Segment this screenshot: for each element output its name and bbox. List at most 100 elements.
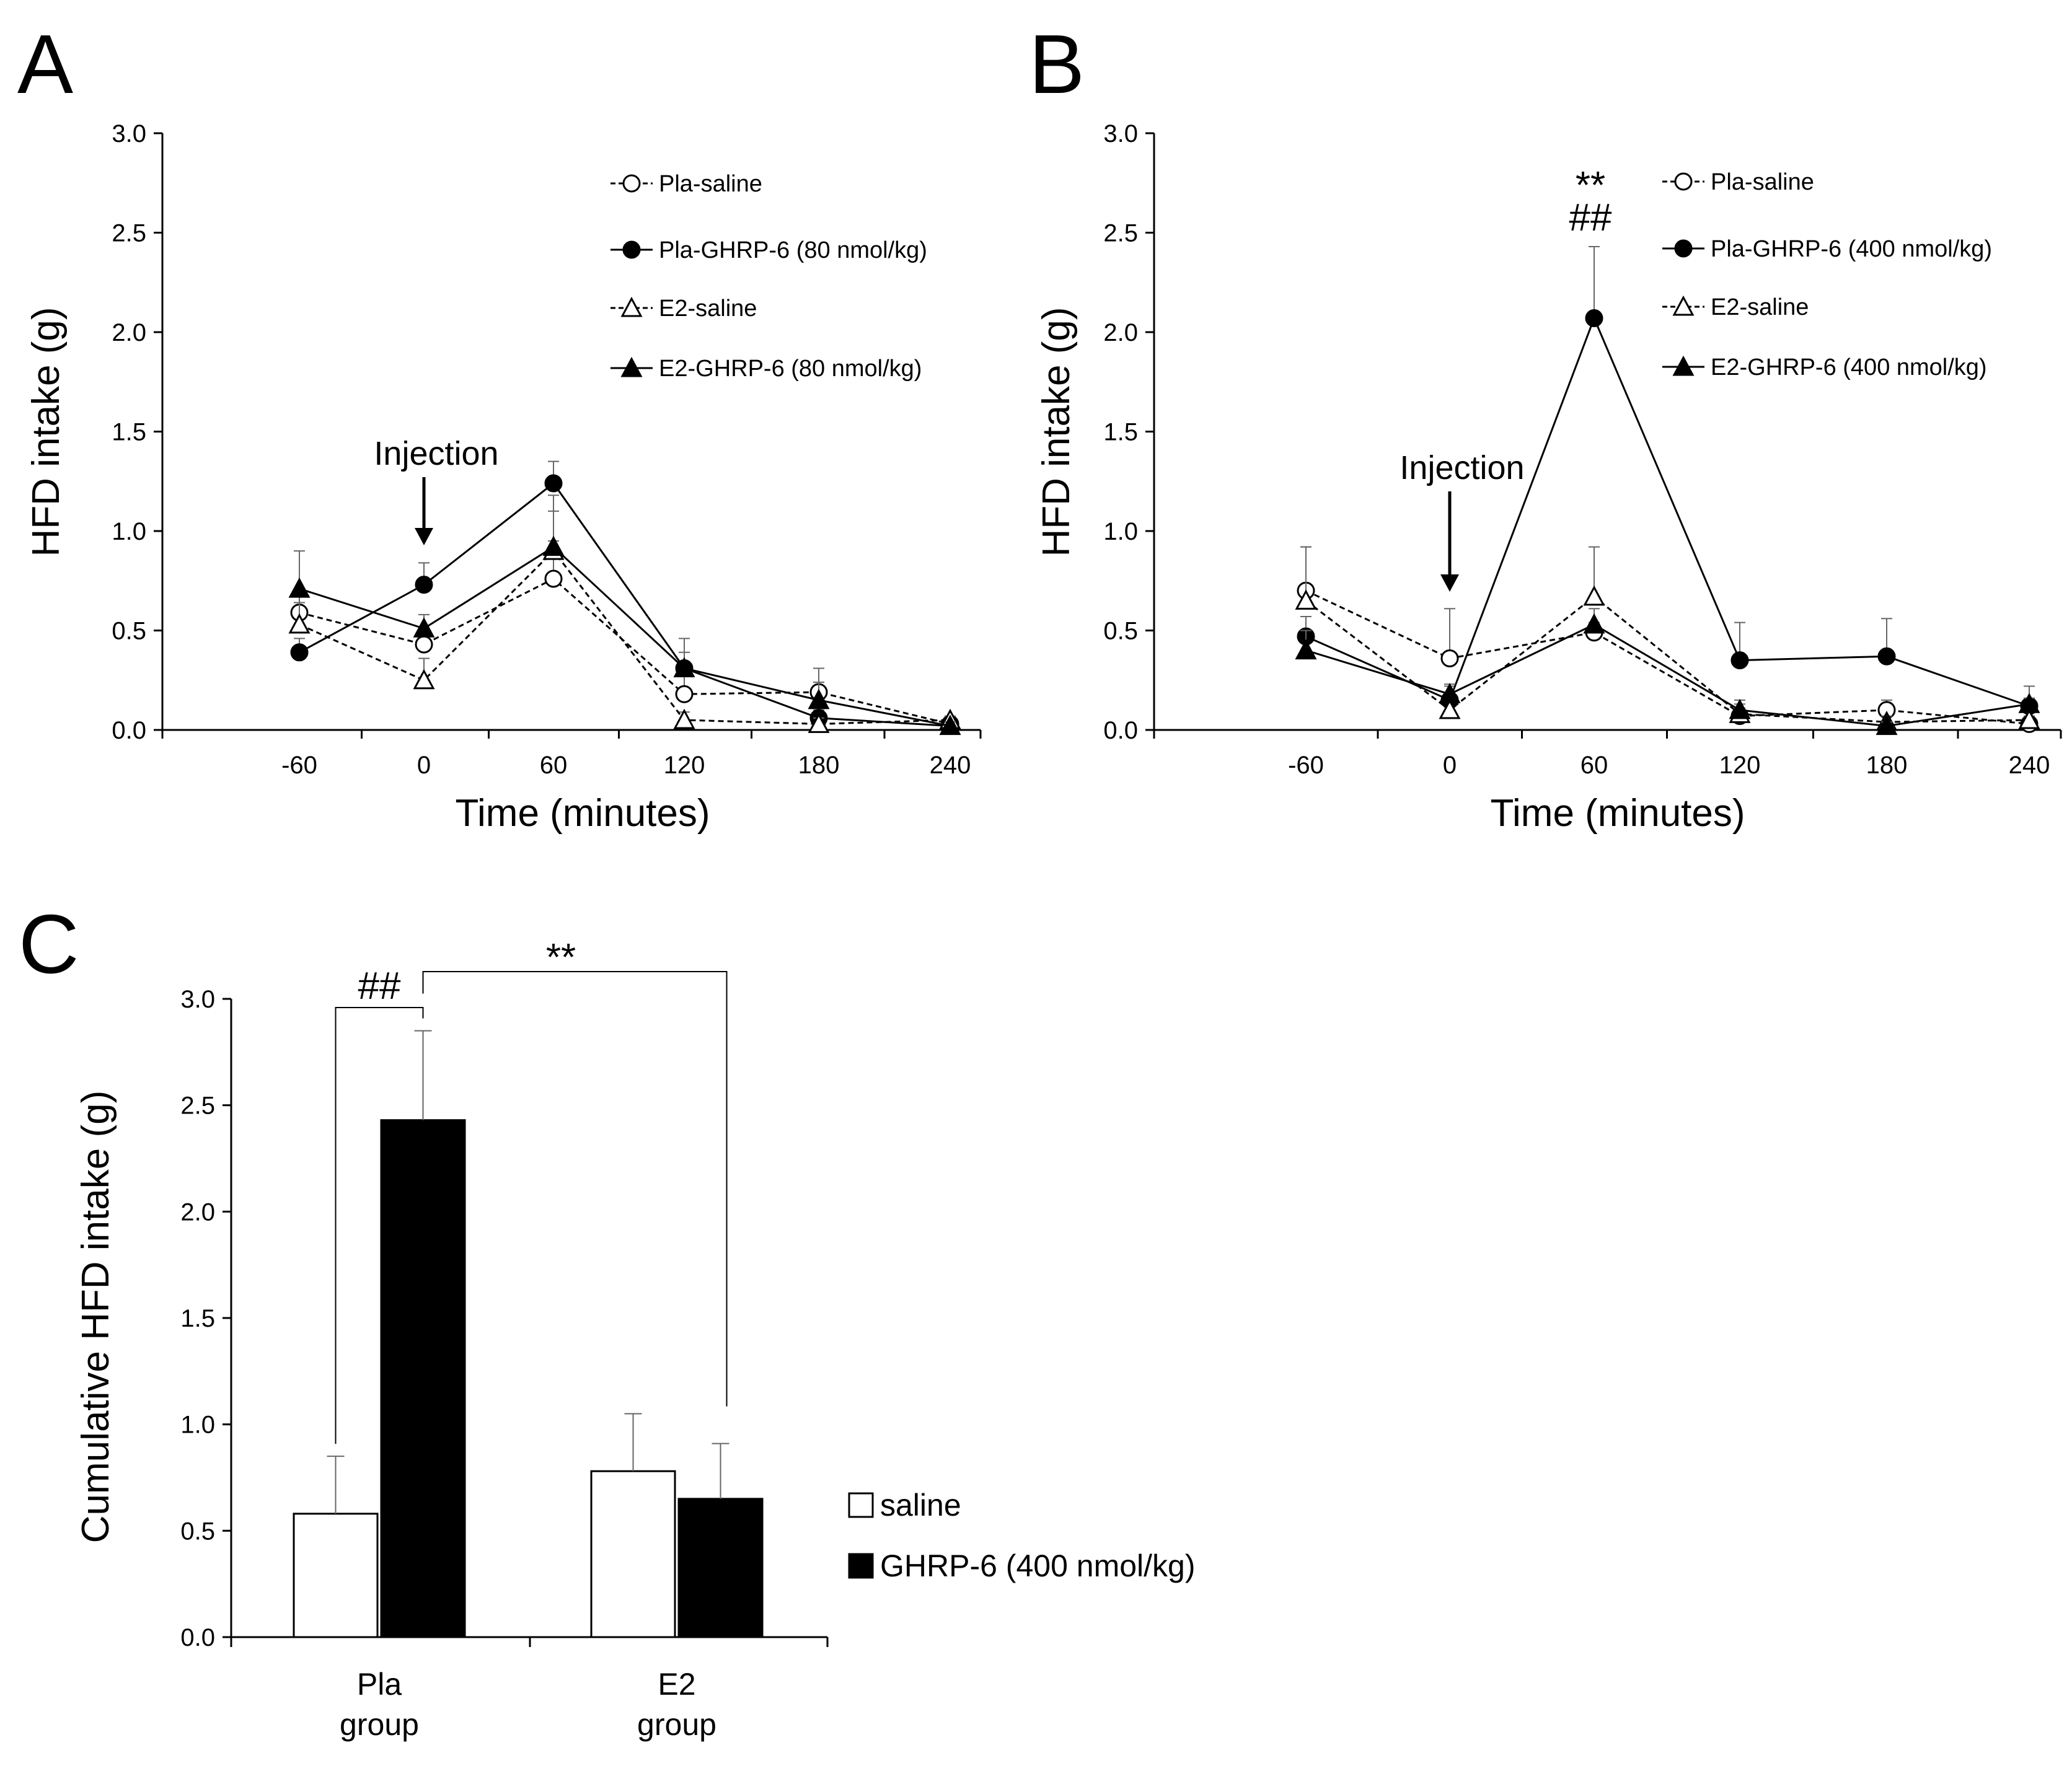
legend-marker <box>1674 239 1693 258</box>
y-tick-label: 1.0 <box>1103 518 1138 545</box>
y-axis-title: HFD intake (g) <box>1035 307 1078 556</box>
category-label-line2: group <box>340 1707 419 1742</box>
y-tick-label: 0.0 <box>1103 717 1138 744</box>
data-point-marker <box>1583 585 1605 606</box>
legend-label: E2-saline <box>659 296 757 322</box>
y-tick-label: 2.0 <box>1103 319 1138 346</box>
x-tick-label: 60 <box>540 752 568 779</box>
y-tick-label: 3.0 <box>112 120 146 147</box>
series-line-2 <box>299 481 951 727</box>
panel-letter-b: B <box>1029 17 1085 111</box>
data-point-marker <box>1729 698 1751 719</box>
data-point-marker <box>544 474 563 493</box>
x-tick-label: -60 <box>281 752 317 779</box>
y-tick-label: 1.0 <box>180 1412 215 1439</box>
series-line-1 <box>1305 589 2030 725</box>
y-tick-label: 1.5 <box>1103 419 1138 446</box>
data-point-marker <box>2018 708 2040 729</box>
y-tick-label: 0.5 <box>180 1518 215 1545</box>
data-point-marker <box>415 576 433 594</box>
x-tick-label: 120 <box>664 752 705 779</box>
y-tick-label: 1.0 <box>112 518 146 545</box>
bar <box>590 1470 676 1638</box>
bracket-star <box>422 971 728 1407</box>
x-tick-label: 180 <box>798 752 840 779</box>
legend-label: Pla-GHRP-6 (80 nmol/kg) <box>659 237 927 263</box>
x-axis-title: Time (minutes) <box>455 792 710 835</box>
legend-marker <box>1674 172 1693 191</box>
legend-label: Pla-saline <box>659 171 762 197</box>
data-point-marker <box>1439 698 1461 719</box>
data-point-marker <box>415 635 433 654</box>
data-point-marker <box>808 713 830 733</box>
legend-swatch <box>848 1492 874 1518</box>
legend-marker <box>622 174 641 193</box>
injection-arrow-head <box>1440 574 1459 592</box>
x-tick-label: 240 <box>930 752 971 779</box>
category-label-line2: group <box>637 1707 716 1742</box>
data-point-marker <box>1730 651 1749 670</box>
legend-marker <box>620 356 643 377</box>
x-tick-label: 120 <box>1719 752 1761 779</box>
y-tick-label: 2.5 <box>112 220 146 247</box>
series-line-4 <box>1305 623 2030 727</box>
y-tick-label: 3.0 <box>1103 120 1138 147</box>
y-tick-label: 0.5 <box>1103 618 1138 645</box>
y-axis-title: Cumulative HFD intake (g) <box>74 1091 117 1543</box>
series-line-4 <box>299 545 951 727</box>
bar <box>677 1498 764 1638</box>
data-point-marker <box>1439 683 1461 703</box>
panel-letter-c: C <box>19 897 79 991</box>
x-tick-label: 180 <box>1866 752 1908 779</box>
bar <box>293 1513 379 1638</box>
data-point-marker <box>288 577 311 598</box>
y-tick-label: 0.5 <box>112 618 146 645</box>
y-tick-label: 0.0 <box>112 717 146 744</box>
data-point-marker <box>673 708 695 729</box>
series-line-2 <box>1305 315 2030 707</box>
bracket-hash <box>335 1007 424 1444</box>
y-tick-label: 2.5 <box>180 1092 215 1120</box>
legend-label: Pla-saline <box>1711 169 1814 195</box>
series-line-1 <box>299 578 951 725</box>
legend-label: E2-saline <box>1711 294 1809 320</box>
data-point-marker <box>1583 613 1605 634</box>
data-point-marker <box>413 669 435 690</box>
legend-label: GHRP-6 (400 nmol/kg) <box>880 1549 1196 1583</box>
data-point-marker <box>939 714 961 736</box>
bracket-label-star: ** <box>546 936 576 979</box>
injection-annotation: Injection <box>374 435 498 472</box>
legend-marker <box>620 296 643 317</box>
bracket-label-hash: ## <box>358 965 401 1008</box>
legend-label: E2-GHRP-6 (400 nmol/kg) <box>1711 354 1987 380</box>
panel-a: A 3.0 2.5 2.0 1.5 1.0 0.5 0.0 -60 0 60 120 180 240 Tim… <box>17 17 982 835</box>
y-axis-title: HFD intake (g) <box>25 307 68 556</box>
y-tick-label: 0.0 <box>180 1624 215 1651</box>
legend-marker <box>1672 355 1695 376</box>
significance-hash: ## <box>1569 196 1612 239</box>
data-point-marker <box>1877 647 1896 666</box>
y-tick-label: 1.5 <box>180 1305 215 1332</box>
data-point-marker <box>1440 649 1459 667</box>
significance-star: ** <box>1576 164 1605 207</box>
panel-letter-a: A <box>17 17 73 111</box>
data-point-marker <box>542 535 565 556</box>
legend-label: saline <box>880 1488 961 1522</box>
x-axis-title: Time (minutes) <box>1490 792 1745 835</box>
x-tick-label: 0 <box>1443 752 1457 779</box>
data-point-marker <box>1295 639 1317 660</box>
data-point-marker <box>413 617 435 638</box>
panel-c: C 3.0 2.5 2.0 1.5 1.0 0.5 0.0 Cumulative HFD int… <box>19 897 1196 1742</box>
data-point-marker <box>808 688 830 709</box>
data-point-marker <box>1876 714 1898 736</box>
data-point-marker <box>544 569 563 588</box>
panel-b: B 3.0 2.5 2.0 1.5 1.0 0.5 0.0 -60 0 60 120 180 240 Tim… <box>1029 17 2062 835</box>
x-tick-label: -60 <box>1288 752 1324 779</box>
y-tick-label: 2.0 <box>112 319 146 346</box>
x-tick-label: 0 <box>417 752 431 779</box>
bar <box>380 1119 466 1638</box>
data-point-marker <box>675 685 694 703</box>
data-point-marker <box>1295 589 1317 610</box>
y-tick-label: 2.5 <box>1103 220 1138 247</box>
